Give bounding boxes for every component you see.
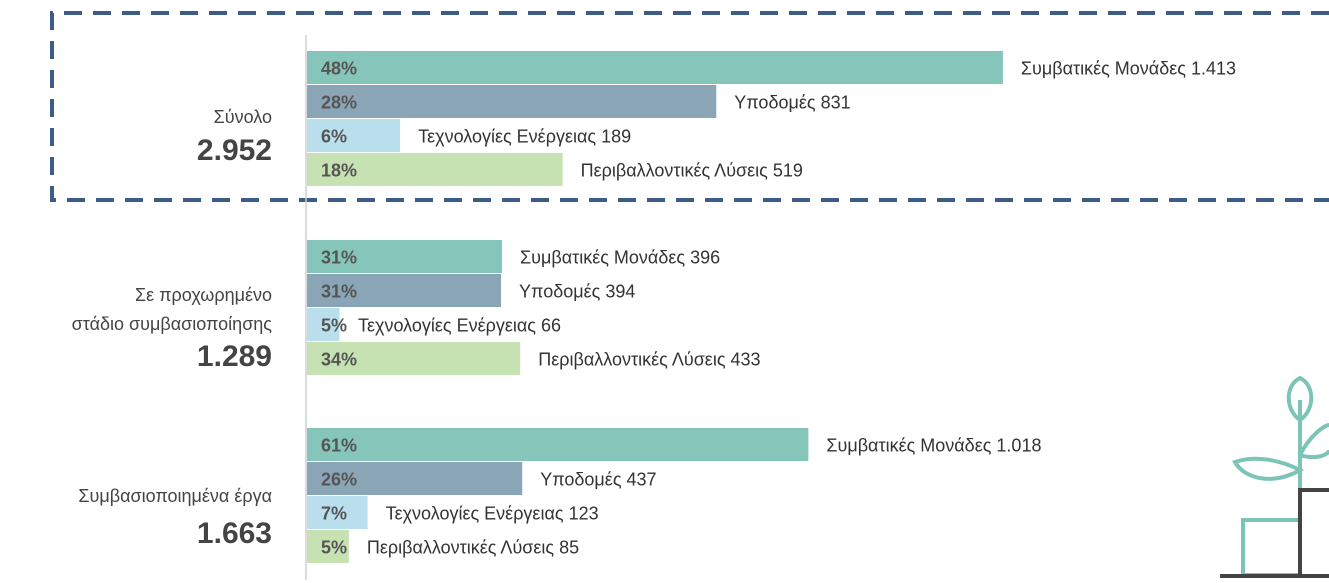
category-name: Περιβαλλοντικές Λύσεις (367, 537, 555, 557)
category-name: Υποδομές (734, 92, 816, 112)
bar-label: Συμβατικές Μονάδες 1.018 (826, 435, 1041, 455)
highlight-box (50, 11, 1329, 202)
bar (307, 85, 717, 118)
bar-label: Περιβαλλοντικές Λύσεις 519 (581, 160, 803, 180)
value-label: 66 (541, 315, 561, 335)
bar (307, 342, 521, 375)
value-label: 394 (605, 281, 635, 301)
group-total: 1.289 (197, 340, 272, 373)
value-label: 85 (559, 537, 579, 557)
bar (307, 428, 809, 461)
bar-label: Τεχνολογίες Ενέργειας 66 (358, 315, 561, 335)
share-label: 28% (321, 92, 357, 112)
category-name: Τεχνολογίες Ενέργειας (358, 315, 536, 335)
bar-label: Υποδομές 437 (540, 469, 656, 489)
share-label: 5% (321, 315, 347, 335)
category-name: Συμβατικές Μονάδες (520, 247, 685, 267)
bar (307, 308, 340, 341)
group-label: Σύνολο (214, 107, 272, 127)
value-label: 519 (773, 160, 803, 180)
group-total: 1.663 (197, 517, 272, 550)
plant-icon (1220, 375, 1329, 578)
bar (307, 496, 368, 529)
bar (307, 153, 563, 186)
bar (307, 462, 523, 495)
share-label: 34% (321, 349, 357, 369)
value-label: 1.018 (996, 435, 1041, 455)
category-name: Υποδομές (519, 281, 601, 301)
bar-label: Τεχνολογίες Ενέργειας 123 (386, 503, 599, 523)
category-name: Περιβαλλοντικές Λύσεις (538, 349, 726, 369)
category-name: Τεχνολογίες Ενέργειας (418, 126, 596, 146)
value-label: 433 (731, 349, 761, 369)
bar (307, 240, 503, 273)
bar (307, 530, 349, 563)
bar-label: Συμβατικές Μονάδες 396 (520, 247, 720, 267)
group-label: στάδιο συμβασιοποίησης (72, 314, 273, 334)
value-label: 831 (821, 92, 851, 112)
share-label: 26% (321, 469, 357, 489)
share-label: 31% (321, 281, 357, 301)
value-label: 123 (569, 503, 599, 523)
share-label: 48% (321, 58, 357, 78)
share-label: 7% (321, 503, 347, 523)
bar-label: Περιβαλλοντικές Λύσεις 85 (367, 537, 579, 557)
value-label: 189 (601, 126, 631, 146)
group-label: Συμβασιοποιημένα έργα (78, 486, 272, 506)
bar-label: Υποδομές 831 (734, 92, 850, 112)
group-total: 2.952 (197, 134, 272, 167)
bar (307, 119, 401, 152)
share-label: 61% (321, 435, 357, 455)
category-name: Συμβατικές Μονάδες (826, 435, 991, 455)
share-label: 31% (321, 247, 357, 267)
bar (307, 51, 1003, 84)
category-name: Περιβαλλοντικές Λύσεις (581, 160, 769, 180)
category-name: Υποδομές (540, 469, 622, 489)
bar-label: Τεχνολογίες Ενέργειας 189 (418, 126, 631, 146)
bar-label: Υποδομές 394 (519, 281, 635, 301)
group-label: Σε προχωρημένο (135, 285, 272, 305)
share-label: 18% (321, 160, 357, 180)
category-name: Τεχνολογίες Ενέργειας (386, 503, 564, 523)
value-label: 437 (627, 469, 657, 489)
share-label: 6% (321, 126, 347, 146)
bar-label: Συμβατικές Μονάδες 1.413 (1021, 58, 1236, 78)
value-label: 1.413 (1191, 58, 1236, 78)
value-label: 396 (690, 247, 720, 267)
category-name: Συμβατικές Μονάδες (1021, 58, 1186, 78)
bar (307, 274, 502, 307)
bar-label: Περιβαλλοντικές Λύσεις 433 (538, 349, 760, 369)
share-label: 5% (321, 537, 347, 557)
